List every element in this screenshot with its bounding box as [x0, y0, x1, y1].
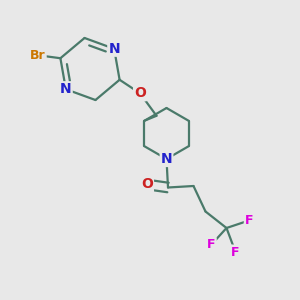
Text: O: O: [134, 86, 146, 100]
Text: N: N: [60, 82, 72, 96]
Text: Br: Br: [30, 49, 46, 62]
Text: F: F: [245, 214, 253, 227]
Text: N: N: [108, 42, 120, 56]
Text: F: F: [207, 238, 216, 251]
Text: F: F: [231, 245, 240, 259]
Text: O: O: [141, 178, 153, 191]
Text: N: N: [161, 152, 172, 166]
